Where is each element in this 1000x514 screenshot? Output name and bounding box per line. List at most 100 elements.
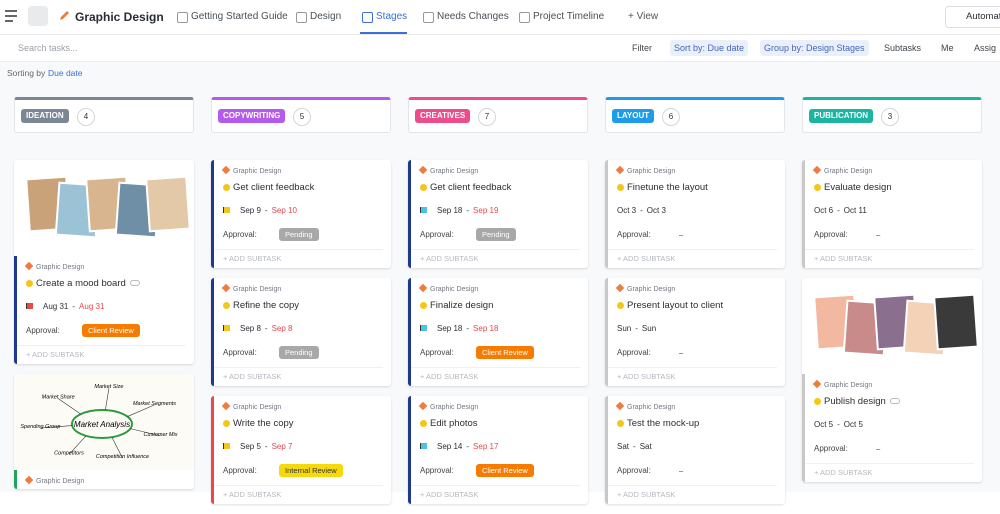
card-title[interactable]: Test the mock-up	[627, 418, 700, 429]
date-separator: -	[635, 324, 638, 333]
add-subtask[interactable]: + ADD SUBTASK	[411, 485, 580, 504]
menu-icon[interactable]	[4, 10, 18, 22]
card-title[interactable]: Create a mood board	[36, 278, 126, 289]
task-card[interactable]: Graphic Design Get client feedback Sep 18-…	[408, 160, 588, 268]
status-icon	[420, 302, 427, 309]
add-subtask[interactable]: + ADD SUBTASK	[608, 367, 777, 386]
card-title-row: Finalize design	[420, 297, 580, 315]
task-card[interactable]: Graphic Design Finalize design Sep 18- Sep …	[408, 278, 588, 386]
task-card[interactable]: Graphic Design Refine the copy Sep 8- Sep 8…	[211, 278, 391, 386]
add-subtask[interactable]: + ADD SUBTASK	[608, 485, 777, 504]
approval-status[interactable]: Pending	[279, 228, 319, 241]
me-button[interactable]: Me	[941, 43, 954, 53]
column-count: 7	[478, 108, 496, 126]
view-tab[interactable]: Getting Started Guide	[175, 0, 288, 34]
approval-status[interactable]: Pending	[279, 346, 319, 359]
mindmap-branch	[127, 404, 155, 417]
priority-flag	[223, 207, 230, 213]
column-header: CREATIVES 7	[408, 97, 588, 133]
start-date: Sep 14	[437, 442, 463, 451]
task-card[interactable]: Market Analysis Market Share Market Size Ma…	[14, 374, 194, 489]
add-view-label: View	[636, 11, 659, 22]
status-icon	[617, 184, 624, 191]
add-view[interactable]: + View	[628, 11, 659, 22]
date-separator: -	[837, 206, 840, 215]
card-title[interactable]: Publish design	[824, 396, 886, 407]
card-title[interactable]: Evaluate design	[824, 182, 892, 193]
add-subtask[interactable]: + ADD SUBTASK	[608, 249, 777, 268]
add-subtask[interactable]: + ADD SUBTASK	[805, 463, 974, 482]
list-name: Graphic Design	[233, 168, 282, 175]
list-name: Graphic Design	[36, 264, 85, 271]
approval-status[interactable]: –	[876, 230, 881, 239]
card-list: Graphic Design Evaluate design Oct 6- Oct 1…	[802, 160, 982, 492]
task-card[interactable]: Graphic Design Get client feedback Sep 9-S…	[211, 160, 391, 268]
approval-status[interactable]: Client Review	[82, 324, 140, 337]
approval-status[interactable]: Pending	[476, 228, 516, 241]
task-card[interactable]: Graphic Design Present layout to client Su…	[605, 278, 785, 386]
approval-status[interactable]: Client Review	[476, 346, 534, 359]
link-icon	[129, 280, 140, 286]
approval-row: Approval: Pending	[223, 339, 383, 367]
add-subtask[interactable]: + ADD SUBTASK	[214, 249, 383, 268]
approval-status[interactable]: Internal Review	[279, 464, 343, 477]
status-icon	[814, 398, 821, 405]
add-subtask[interactable]: + ADD SUBTASK	[411, 249, 580, 268]
view-tab[interactable]: Design	[294, 0, 341, 34]
card-title[interactable]: Finetune the layout	[627, 182, 708, 193]
view-tab[interactable]: Needs Changes	[421, 0, 509, 34]
card-title[interactable]: Get client feedback	[430, 182, 512, 193]
assignees-button[interactable]: Assig	[974, 43, 997, 53]
add-subtask[interactable]: + ADD SUBTASK	[805, 249, 974, 268]
search-input[interactable]: Search tasks...	[18, 43, 78, 53]
pencil-icon	[812, 379, 822, 389]
list-name: Graphic Design	[233, 404, 282, 411]
card-title[interactable]: Write the copy	[233, 418, 294, 429]
task-card[interactable]: Graphic Design Edit photos Sep 14- Sep 17 Ap…	[408, 396, 588, 504]
date-row: Sep 14- Sep 17	[420, 433, 580, 457]
approval-status[interactable]: –	[679, 348, 684, 357]
card-title[interactable]: Finalize design	[430, 300, 494, 311]
approval-row: Approval: –	[814, 435, 974, 463]
card-list: Graphic Design Get client feedback Sep 9-S…	[211, 160, 391, 514]
tab-icon	[423, 12, 434, 23]
photo	[933, 293, 979, 351]
approval-status[interactable]: –	[679, 466, 684, 475]
approval-status[interactable]: –	[876, 444, 881, 453]
filter-button[interactable]: Filter	[632, 43, 652, 53]
column-header: PUBLICATION 3	[802, 97, 982, 133]
approval-status[interactable]: Client Review	[476, 464, 534, 477]
column-count: 3	[881, 108, 899, 126]
sorting-value[interactable]: Due date	[48, 68, 83, 78]
subtasks-button[interactable]: Subtasks	[884, 43, 922, 53]
add-subtask[interactable]: + ADD SUBTASK	[17, 345, 186, 364]
view-tab[interactable]: Stages	[360, 0, 408, 34]
card-title[interactable]: Get client feedback	[233, 182, 315, 193]
card-title-row: Present layout to client	[617, 297, 777, 315]
card-title[interactable]: Edit photos	[430, 418, 478, 429]
list-name: Graphic Design	[627, 286, 676, 293]
card-title[interactable]: Refine the copy	[233, 300, 300, 311]
add-subtask[interactable]: + ADD SUBTASK	[411, 367, 580, 386]
add-subtask[interactable]: + ADD SUBTASK	[214, 485, 383, 504]
group-button[interactable]: Group by: Design Stages	[760, 40, 869, 56]
date-separator: -	[837, 420, 840, 429]
approval-status[interactable]: –	[679, 230, 684, 239]
priority-flag	[420, 325, 427, 331]
status-icon	[26, 280, 33, 287]
view-tab[interactable]: Project Timeline	[517, 0, 604, 34]
task-card[interactable]: Graphic Design Test the mock-up Sat - Sat App…	[605, 396, 785, 504]
add-subtask[interactable]: + ADD SUBTASK	[214, 367, 383, 386]
card-title[interactable]: Present layout to client	[627, 300, 724, 311]
mindmap-branch	[130, 428, 161, 437]
sort-button[interactable]: Sort by: Due date	[670, 40, 749, 56]
space-icon[interactable]	[28, 6, 48, 26]
mindmap-branch-label: Competitors	[54, 450, 84, 456]
automations-button[interactable]: Automat	[945, 6, 1000, 28]
task-card[interactable]: Graphic Design Finetune the layout Oct 3-O…	[605, 160, 785, 268]
task-card[interactable]: Graphic Design Evaluate design Oct 6- Oct 1…	[802, 160, 982, 268]
task-card[interactable]: Graphic Design Create a mood board Aug 31-…	[14, 160, 194, 364]
